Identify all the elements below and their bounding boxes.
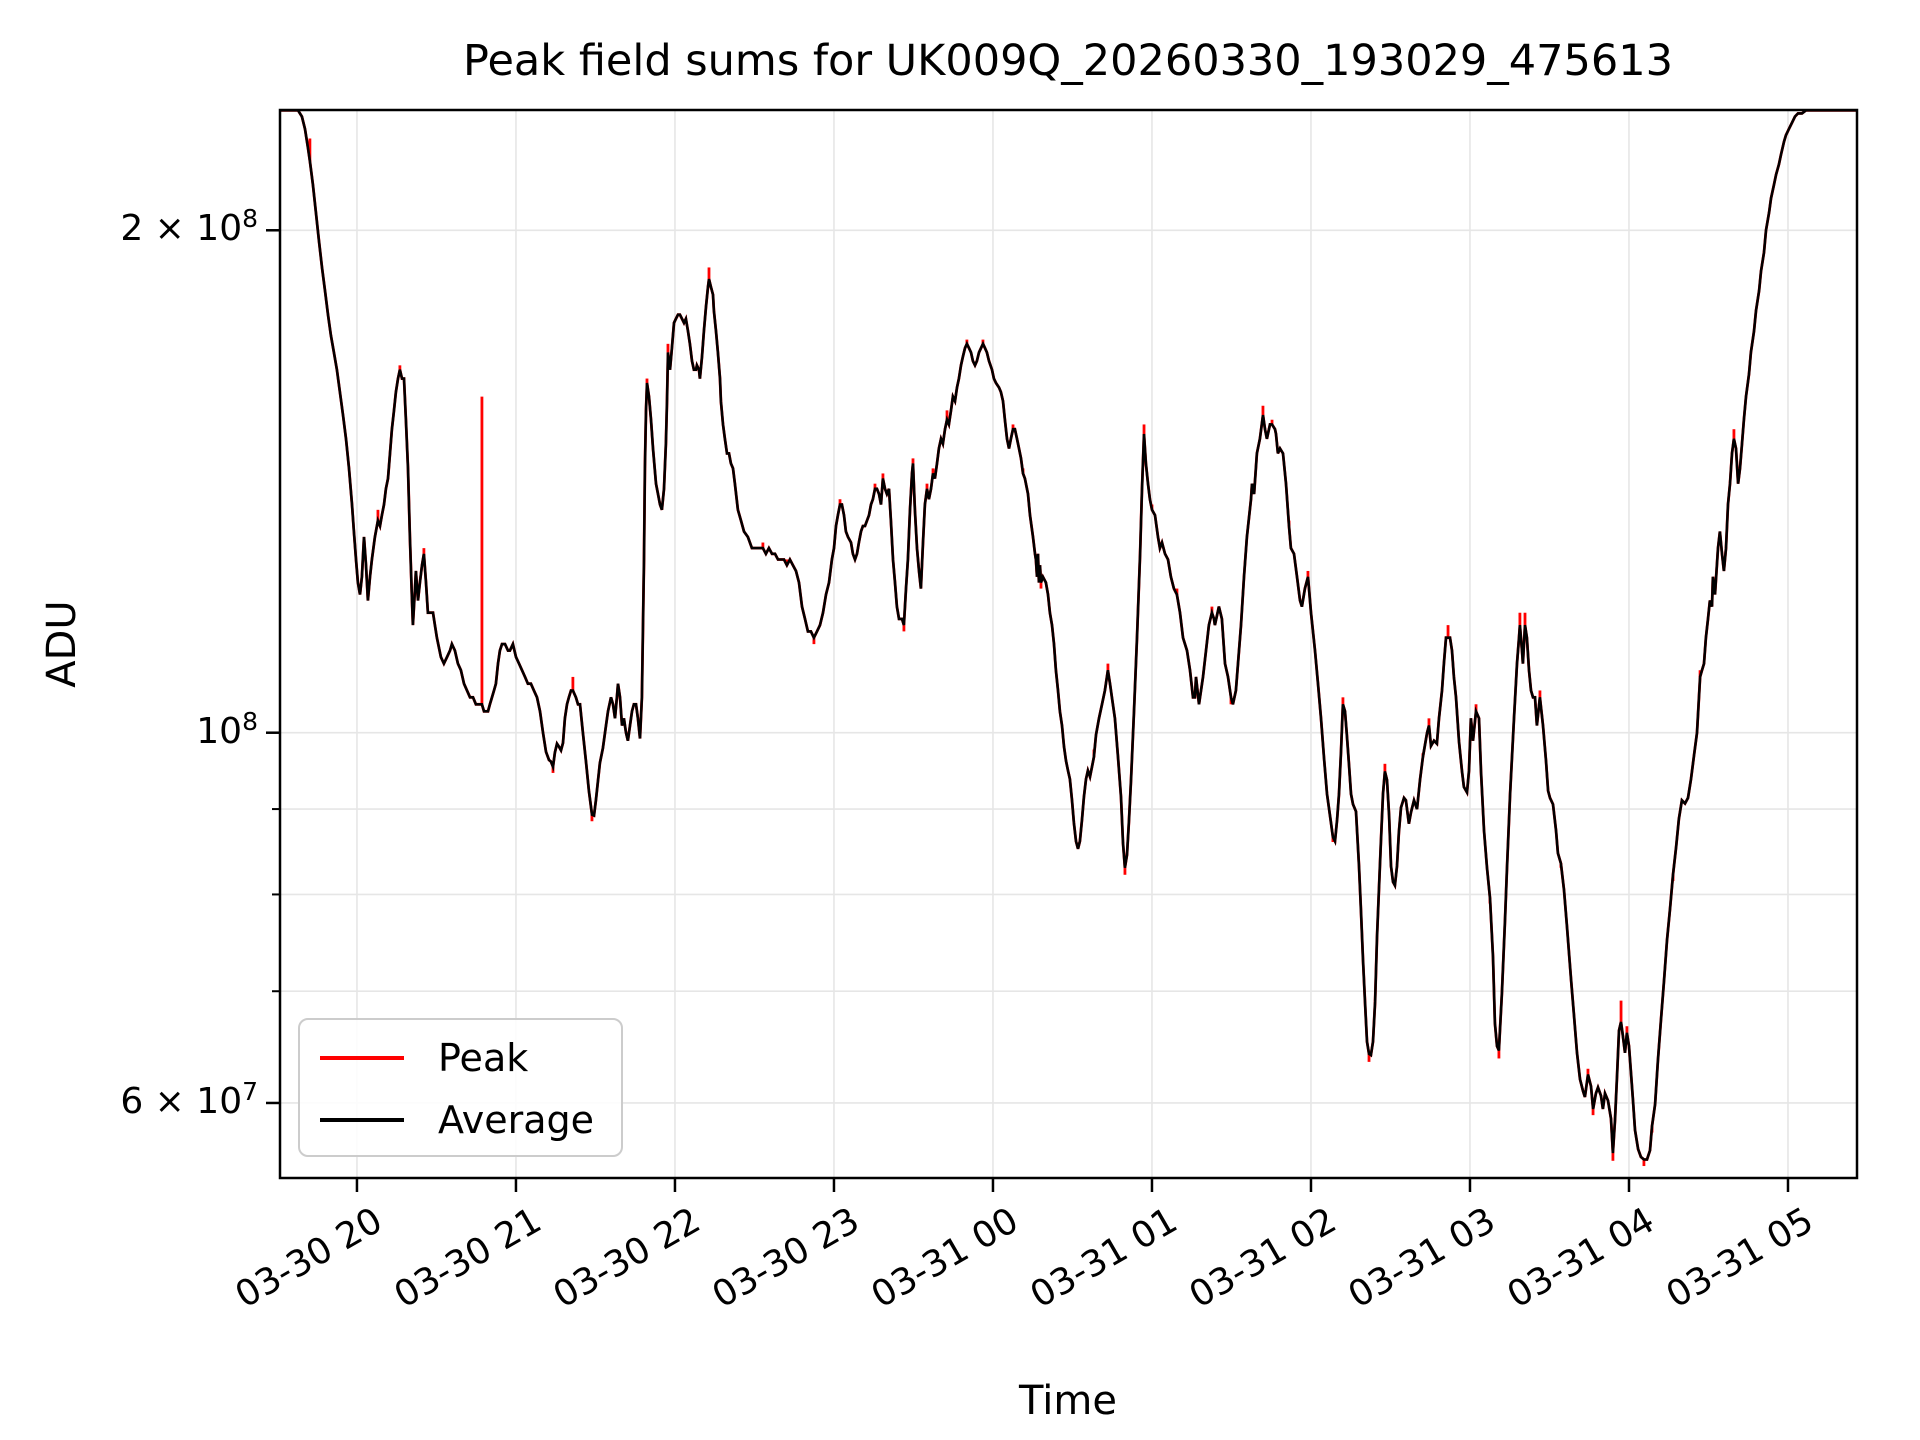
average-series-line xyxy=(280,110,1856,1161)
legend-item-peak: Peak xyxy=(300,1028,621,1088)
axes-frame xyxy=(278,108,1859,1180)
y-tick-label: 108 xyxy=(196,706,258,752)
average-line-swatch xyxy=(320,1118,404,1122)
y-tick-label: 6 × 107 xyxy=(120,1076,258,1122)
legend-label-average: Average xyxy=(438,1098,595,1142)
chart-title: Peak field sums for UK009Q_20260330_1930… xyxy=(463,36,1673,86)
legend-label-peak: Peak xyxy=(438,1036,529,1080)
y-tick-label: 2 × 108 xyxy=(120,204,258,250)
peak-line-swatch xyxy=(320,1056,404,1060)
x-axis-label: Time xyxy=(1019,1378,1117,1424)
y-axis-label: ADU xyxy=(39,600,85,688)
legend: Peak Average xyxy=(298,1018,623,1157)
legend-item-average: Average xyxy=(300,1090,621,1150)
